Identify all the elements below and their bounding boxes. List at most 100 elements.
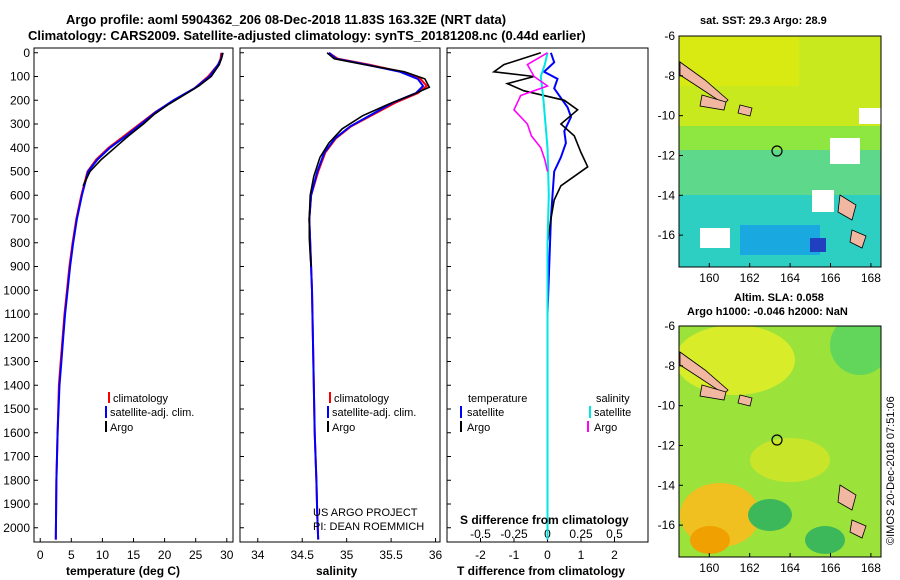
x-tick-label: 5 xyxy=(68,548,75,562)
temperature-legend: climatology satellite-adj. clim. Argo xyxy=(105,392,194,434)
x-tick-label: 1 xyxy=(578,548,585,562)
depth-tick-label: 900 xyxy=(10,260,30,274)
depth-tick-label: 200 xyxy=(10,93,30,107)
legend-t-argo: Argo xyxy=(467,422,490,434)
depth-tick-label: 800 xyxy=(10,236,30,250)
legend-argo: Argo xyxy=(110,422,133,434)
difference-plot: -2 -1 0 1 2-0.5 -0.25 0 0.25 0.5 xyxy=(470,52,623,562)
salinity-xlabel: salinity xyxy=(316,564,358,578)
legend-satellite: satellite-adj. clim. xyxy=(110,407,194,419)
depth-tick-label: 0 xyxy=(23,46,30,60)
series-salinity-satellite xyxy=(539,52,550,540)
lon-tick-label: 160 xyxy=(699,271,719,285)
x-tick-label: 10 xyxy=(96,548,110,562)
depth-tick-label: 1700 xyxy=(3,450,30,464)
depth-tick-label: 1400 xyxy=(3,378,30,392)
lon-tick-label: 164 xyxy=(780,271,800,285)
s-tick-label: 0.25 xyxy=(569,527,593,541)
title-line-1: Argo profile: aoml 5904362_206 08-Dec-20… xyxy=(66,12,507,27)
project-credit: US ARGO PROJECT xyxy=(313,507,418,519)
temperature-xlabel: temperature (deg C) xyxy=(66,564,180,578)
series-salinity-argo xyxy=(513,52,550,172)
lat-tick-label: -10 xyxy=(658,399,676,413)
temperature-plot: 0 5 10 15 20 25 30 xyxy=(37,52,234,562)
salinity-plot: 34 34.5 35 35.5 36 xyxy=(251,51,443,562)
series-climatology xyxy=(308,51,429,540)
x-tick-label: 30 xyxy=(220,548,234,562)
legend-s-argo: Argo xyxy=(594,422,617,434)
x-tick-label: 2 xyxy=(611,548,618,562)
temperature-panel xyxy=(33,47,234,543)
depth-tick-label: 1300 xyxy=(3,355,30,369)
depth-tick-label: 1500 xyxy=(3,402,30,416)
series-argo xyxy=(82,52,224,187)
lon-tick-label: 166 xyxy=(820,271,840,285)
sst-map-axes: 160 162 164 166 168 -6 -8 -10 -12 -14 -16 xyxy=(658,29,882,285)
x-tick-label: 25 xyxy=(189,548,203,562)
legend-climatology: climatology xyxy=(334,393,390,405)
depth-tick-label: 1800 xyxy=(3,473,30,487)
lon-tick-label: 166 xyxy=(820,561,840,575)
series-satellite-adj-clim- xyxy=(54,52,224,540)
s-tick-label: -0.25 xyxy=(500,527,528,541)
lat-tick-label: -12 xyxy=(658,438,676,452)
pi-credit: PI: DEAN ROEMMICH xyxy=(313,521,424,533)
sst-map-frame xyxy=(678,35,882,268)
sst-map-title: sat. SST: 29.3 Argo: 28.9 xyxy=(700,15,827,27)
sla-map xyxy=(679,326,881,557)
t-difference-xlabel: T difference from climatology xyxy=(457,564,625,578)
depth-axis: 0 100 200 300 400 500 600 700 800 900 1000 1100 1200… xyxy=(3,46,451,535)
depth-tick-label: 1900 xyxy=(3,497,30,511)
legend-satellite: satellite-adj. clim. xyxy=(332,407,416,419)
legend-salinity-title: salinity xyxy=(596,393,630,405)
salinity-legend: climatology satellite-adj. clim. Argo US… xyxy=(313,392,424,533)
title-line-2: Climatology: CARS2009. Satellite-adjuste… xyxy=(28,28,586,43)
depth-tick-label: 1600 xyxy=(3,426,30,440)
series-satellite-adj-clim- xyxy=(308,52,425,540)
x-tick-label: 34 xyxy=(251,548,265,562)
x-tick-label: 15 xyxy=(127,548,141,562)
series-argo xyxy=(308,52,431,267)
lat-tick-label: -10 xyxy=(658,109,676,123)
lon-tick-label: 162 xyxy=(740,271,760,285)
depth-tick-label: 500 xyxy=(10,165,30,179)
difference-legend: temperature satellite Argo salinity sate… xyxy=(460,393,631,434)
s-tick-label: -0.5 xyxy=(470,527,491,541)
lat-tick-label: -8 xyxy=(664,69,675,83)
lat-tick-label: -16 xyxy=(658,518,676,532)
legend-argo: Argo xyxy=(332,422,355,434)
lat-tick-label: -8 xyxy=(664,359,675,373)
legend-t-satellite: satellite xyxy=(467,407,504,419)
x-tick-label: 36 xyxy=(429,548,443,562)
depth-tick-label: 100 xyxy=(10,70,30,84)
lat-tick-label: -12 xyxy=(658,148,676,162)
legend-climatology: climatology xyxy=(113,393,169,405)
sla-map-frame xyxy=(678,325,882,558)
x-tick-label: 0 xyxy=(37,548,44,562)
sla-map-axes: 160 162 164 166 168 -6 -8 -10 -12 -14 -16 xyxy=(658,319,882,575)
x-tick-label: -1 xyxy=(509,548,520,562)
depth-tick-label: 1000 xyxy=(3,283,30,297)
legend-s-satellite: satellite xyxy=(594,407,631,419)
depth-tick-label: 2000 xyxy=(3,521,30,535)
s-tick-label: 0.5 xyxy=(606,527,623,541)
legend-temperature-title: temperature xyxy=(468,393,527,405)
x-tick-label: 34.5 xyxy=(291,548,315,562)
depth-tick-label: 600 xyxy=(10,188,30,202)
lon-tick-label: 164 xyxy=(780,561,800,575)
depth-tick-label: 300 xyxy=(10,117,30,131)
x-tick-label: 20 xyxy=(158,548,172,562)
sla-map-subtitle: Argo h1000: -0.046 h2000: NaN xyxy=(687,306,848,318)
lon-tick-label: 162 xyxy=(740,561,760,575)
s-difference-xlabel: S difference from climatology xyxy=(460,513,629,527)
x-tick-label: -2 xyxy=(475,548,486,562)
depth-tick-label: 1200 xyxy=(3,331,30,345)
x-tick-label: 35 xyxy=(340,548,354,562)
imos-credit: ©IMOS 20-Dec-2018 07:51:06 xyxy=(885,396,897,545)
depth-tick-label: 1100 xyxy=(4,307,30,321)
lon-tick-label: 168 xyxy=(861,271,881,285)
lat-tick-label: -14 xyxy=(658,478,676,492)
lat-tick-label: -14 xyxy=(658,188,676,202)
depth-tick-label: 700 xyxy=(10,212,30,226)
